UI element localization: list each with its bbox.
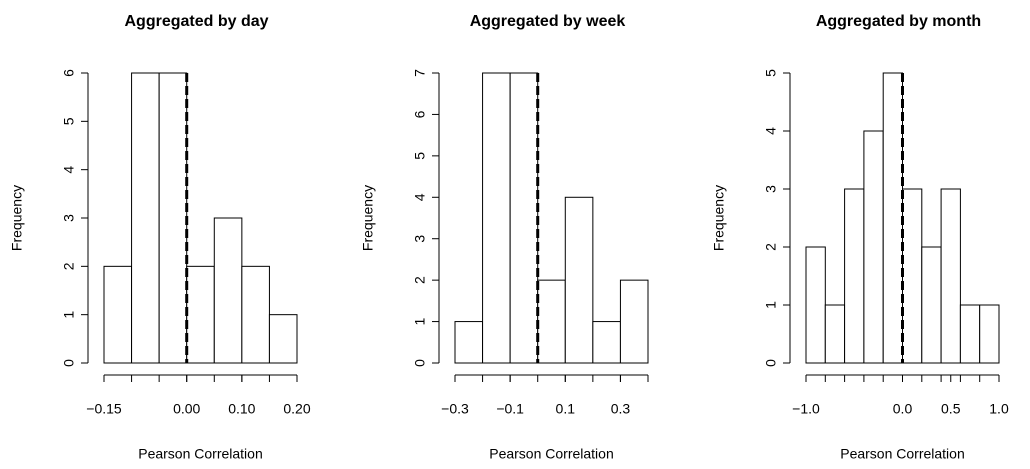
x-axis-label: Pearson Correlation	[489, 446, 614, 462]
x-tick-label: 1.0	[989, 401, 1009, 417]
x-tick-label: 0.5	[941, 401, 961, 417]
bar	[454, 321, 484, 364]
x-tick-label: 0.00	[173, 401, 200, 417]
bar	[131, 72, 160, 364]
bar	[592, 321, 621, 364]
y-axis-label: Frequency	[711, 185, 727, 251]
x-tick-label: 0.10	[228, 401, 255, 417]
bar	[268, 314, 298, 364]
bar	[805, 246, 826, 364]
y-axis-label: Frequency	[360, 185, 376, 251]
bar	[619, 279, 649, 364]
bar	[921, 246, 942, 364]
y-tick-label: 3	[412, 235, 428, 243]
bar	[882, 72, 904, 364]
y-tick-label: 0	[412, 359, 428, 367]
y-tick-label: 7	[412, 69, 428, 77]
bar	[824, 304, 846, 364]
y-tick-label: 1	[61, 311, 77, 319]
y-tick-label: 3	[763, 185, 779, 193]
bar	[959, 304, 981, 364]
y-tick-label: 4	[412, 193, 428, 201]
y-tick-label: 1	[763, 301, 779, 309]
bar	[979, 304, 1000, 364]
x-tick-label: −1.0	[792, 401, 820, 417]
bar	[103, 265, 133, 364]
bar	[564, 196, 594, 364]
y-tick-label: 5	[763, 69, 779, 77]
y-tick-label: 6	[412, 110, 428, 118]
y-tick-label: 4	[763, 127, 779, 135]
y-tick-label: 6	[61, 69, 77, 77]
bar	[844, 188, 865, 364]
x-tick-label: 0.20	[283, 401, 310, 417]
bar	[902, 188, 923, 364]
y-tick-label: 0	[61, 359, 77, 367]
y-tick-label: 4	[61, 166, 77, 174]
bar	[863, 130, 884, 364]
bar	[940, 188, 961, 364]
y-tick-label: 1	[412, 317, 428, 325]
x-tick-label: 0.1	[556, 401, 576, 417]
chart-title: Aggregated by week	[470, 13, 626, 30]
y-tick-label: 0	[763, 359, 779, 367]
y-tick-label: 3	[61, 214, 77, 222]
bar	[537, 279, 566, 364]
y-tick-label: 2	[412, 276, 428, 284]
chart-title: Aggregated by month	[816, 13, 981, 30]
y-tick-label: 2	[61, 262, 77, 270]
x-axis-label: Pearson Correlation	[840, 446, 965, 462]
bar	[241, 265, 270, 364]
bar	[509, 72, 539, 364]
y-tick-label: 2	[763, 243, 779, 251]
y-tick-label: 5	[61, 117, 77, 125]
x-tick-label: 0.0	[893, 401, 913, 417]
x-axis-label: Pearson Correlation	[138, 446, 263, 462]
y-axis-label: Frequency	[9, 185, 25, 251]
bar	[213, 217, 243, 364]
chart-title: Aggregated by day	[124, 13, 268, 30]
bar	[482, 72, 511, 364]
x-tick-label: −0.15	[86, 401, 122, 417]
y-tick-label: 5	[412, 152, 428, 160]
x-tick-label: −0.3	[441, 401, 469, 417]
bar	[158, 72, 188, 364]
x-tick-label: 0.3	[611, 401, 631, 417]
bar	[186, 265, 215, 364]
x-tick-label: −0.1	[496, 401, 524, 417]
